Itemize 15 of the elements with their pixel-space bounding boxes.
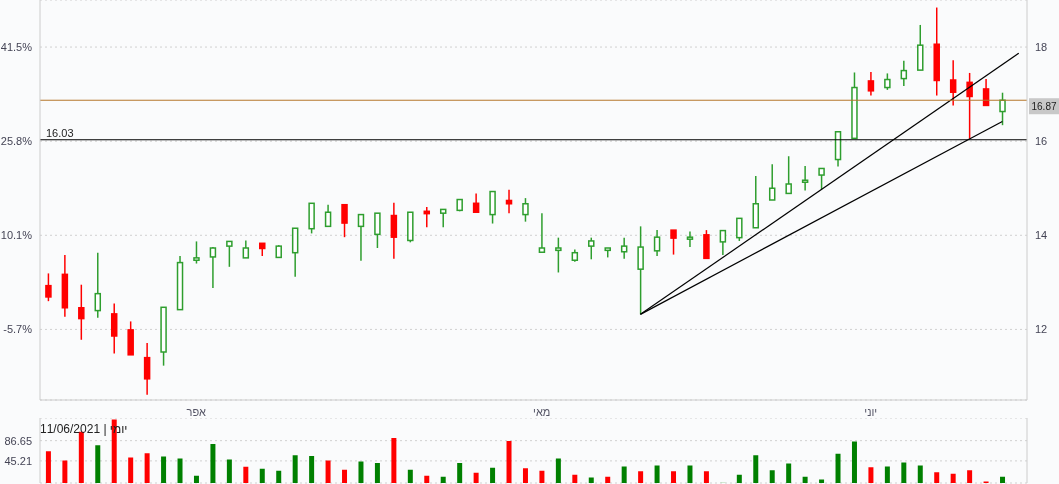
y2-tick-label: 41.5% bbox=[0, 41, 33, 54]
y2-tick-label: 25.8% bbox=[0, 135, 33, 148]
ref-line-label: 16.87 bbox=[1031, 101, 1057, 113]
y-tick-label: 14 bbox=[1035, 229, 1048, 242]
y-tick-label: 18 bbox=[1035, 40, 1048, 53]
ref-line-label: 16.03 bbox=[46, 126, 74, 139]
y-tick-label: 16 bbox=[1035, 135, 1048, 148]
y-tick-label: 86.65 bbox=[4, 434, 32, 447]
y-tick-label: 45.21 bbox=[4, 454, 32, 467]
x-tick-label: אפר bbox=[186, 405, 207, 418]
y2-tick-label: 10.1% bbox=[0, 228, 33, 241]
y-tick-label: 12 bbox=[1035, 323, 1048, 336]
x-tick-label: יוני bbox=[864, 405, 878, 418]
x-tick-label: מאי bbox=[533, 405, 551, 418]
y2-tick-label: -5.7% bbox=[3, 323, 33, 336]
